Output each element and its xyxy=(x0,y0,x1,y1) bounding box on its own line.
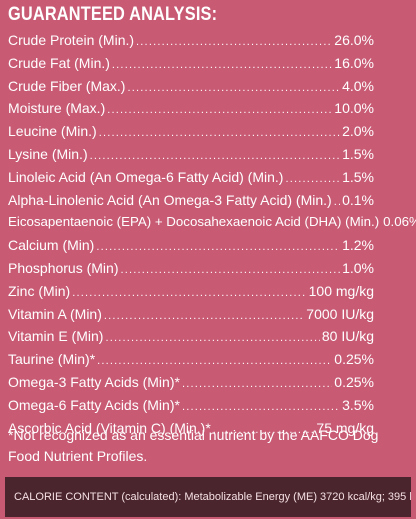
nutrient-label: Linoleic Acid (An Omega-6 Fatty Acid) (M… xyxy=(8,168,284,185)
nutrient-label: Alpha-Linolenic Acid (An Omega-3 Fatty A… xyxy=(8,191,332,208)
dot-leader xyxy=(127,77,340,100)
nutrient-value: 1.5% xyxy=(342,168,374,185)
nutrient-value: 80 IU/kg xyxy=(321,328,374,345)
calorie-content-bar: CALORIE CONTENT (calculated): Metaboliza… xyxy=(5,477,411,517)
nutrient-label: Moisture (Max.) xyxy=(8,100,106,117)
nutrient-label: Taurine (Min)* xyxy=(8,351,96,368)
nutrient-row: Phosphorus (Min) 1.0% xyxy=(8,257,374,280)
nutrient-list: Crude Protein (Min.) 26.0% Crude Fat (Min… xyxy=(8,29,416,440)
dot-leader xyxy=(136,31,332,54)
dot-leader xyxy=(182,396,340,419)
nutrient-label: Zinc (Min) xyxy=(8,282,71,299)
nutrient-value: 10.0% xyxy=(334,100,374,117)
nutrient-row: Crude Protein (Min.) 26.0% xyxy=(8,29,374,52)
nutrient-value: 1.5% xyxy=(342,145,374,162)
nutrient-label: Leucine (Min.) xyxy=(8,123,97,140)
nutrient-value: 26.0% xyxy=(334,32,374,48)
nutrient-label: Calcium (Min) xyxy=(8,237,95,254)
nutrient-row: Moisture (Max.) 10.0% xyxy=(8,97,374,120)
nutrient-row: Crude Fat (Min.) 16.0% xyxy=(8,52,374,75)
nutrient-label: Ascorbic Acid (Vitamin C) (Min.)* xyxy=(8,419,211,436)
nutrient-row: Omega-3 Fatty Acids (Min)* 0.25% xyxy=(8,371,374,394)
dot-leader xyxy=(105,327,319,350)
nutrient-row: Vitamin A (Min) 7000 IU/kg xyxy=(8,303,374,326)
nutrient-value: 16.0% xyxy=(334,54,374,71)
dot-leader xyxy=(99,122,340,145)
dot-leader xyxy=(107,99,332,122)
dot-leader xyxy=(334,191,340,214)
dot-leader xyxy=(104,305,304,328)
dot-leader xyxy=(121,259,341,282)
nutrient-row: Taurine (Min)* 0.25% xyxy=(8,348,374,371)
dot-leader xyxy=(72,282,306,305)
nutrient-row: Crude Fiber (Max.) 4.0% xyxy=(8,75,374,98)
nutrient-value: 2.0% xyxy=(342,123,374,140)
nutrient-value: 75 mg/kg xyxy=(316,419,374,436)
dot-leader xyxy=(182,373,332,396)
nutrient-row: Ascorbic Acid (Vitamin C) (Min.)* 75 mg/k… xyxy=(8,417,374,440)
nutrient-row: Linoleic Acid (An Omega-6 Fatty Acid) (M… xyxy=(8,166,374,189)
nutrient-row: Vitamin E (Min) 80 IU/kg xyxy=(8,325,374,348)
nutrient-value: 100 mg/kg xyxy=(308,282,374,299)
nutrient-value: 0.06% xyxy=(383,214,416,230)
nutrient-row: Lysine (Min.) 1.5% xyxy=(8,143,374,166)
nutrient-label: Crude Fiber (Max.) xyxy=(8,77,126,94)
nutrient-value: 0.25% xyxy=(334,373,374,390)
dot-leader xyxy=(96,236,340,259)
nutrient-label: Omega-6 Fatty Acids (Min)* xyxy=(8,396,180,413)
dot-leader xyxy=(90,145,340,168)
nutrient-value: 4.0% xyxy=(342,77,374,94)
dot-leader xyxy=(97,350,332,373)
nutrient-row: Zinc (Min) 100 mg/kg xyxy=(8,280,374,303)
dot-leader xyxy=(285,168,340,191)
nutrient-label: Crude Fat (Min.) xyxy=(8,54,110,71)
nutrient-label: Crude Protein (Min.) xyxy=(8,32,135,48)
nutrient-label: Eicosapentaenoic (EPA) + Docosahexaenoic… xyxy=(8,214,380,230)
nutrient-row: Leucine (Min.) 2.0% xyxy=(8,120,374,143)
nutrient-value: 1.0% xyxy=(342,259,374,276)
nutrient-value: 3.5% xyxy=(342,396,374,413)
dot-leader xyxy=(112,54,332,77)
nutrient-label: Vitamin E (Min) xyxy=(8,328,104,345)
panel-title: GUARANTEED ANALYSIS: xyxy=(8,4,218,25)
nutrient-label: Lysine (Min.) xyxy=(8,145,88,162)
nutrient-value: 0.1% xyxy=(342,191,374,208)
nutrient-value: 1.2% xyxy=(342,237,374,254)
nutrient-label: Omega-3 Fatty Acids (Min)* xyxy=(8,373,180,390)
nutrient-label: Vitamin A (Min) xyxy=(8,305,102,322)
nutrient-row: Calcium (Min) 1.2% xyxy=(8,234,374,257)
nutrient-value: 7000 IU/kg xyxy=(306,305,374,322)
nutrient-row: Eicosapentaenoic (EPA) + Docosahexaenoic… xyxy=(8,211,416,234)
nutrient-row: Omega-6 Fatty Acids (Min)* 3.5% xyxy=(8,394,374,417)
nutrient-row: Alpha-Linolenic Acid (An Omega-3 Fatty A… xyxy=(8,189,374,212)
nutrient-value: 0.25% xyxy=(334,351,374,368)
aafco-footnote: *Not recognized as an essential nutrient… xyxy=(8,427,379,464)
nutrient-label: Phosphorus (Min) xyxy=(8,259,119,276)
